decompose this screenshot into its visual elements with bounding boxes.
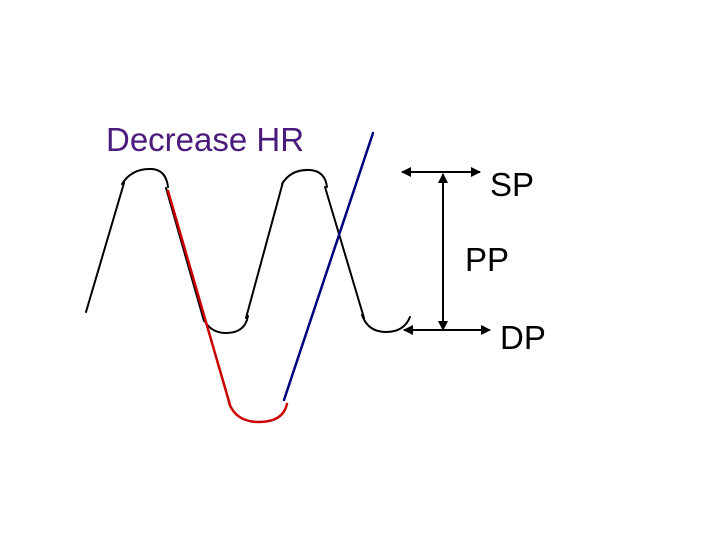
- baseline-trough-1: [202, 315, 249, 334]
- pressure-arrows: [401, 167, 491, 335]
- baseline-upstroke-2: [245, 181, 284, 319]
- dp-label: DP: [500, 319, 546, 356]
- baseline-peak-2: [281, 168, 328, 188]
- red-downstroke: [166, 189, 232, 407]
- red-trough: [227, 401, 289, 424]
- decreased-hr-down-limb: [166, 189, 289, 424]
- baseline-upstroke-1: [85, 182, 125, 313]
- blue-upstroke: [282, 131, 375, 402]
- baseline-waveform: [85, 167, 411, 334]
- sp-label: SP: [490, 166, 534, 203]
- baseline-peak-1: [121, 167, 169, 188]
- baseline-downstroke-2: [324, 186, 365, 319]
- title-label: Decrease HR: [106, 121, 304, 158]
- baseline-trough-2: [361, 314, 411, 333]
- pp-label: PP: [465, 241, 509, 278]
